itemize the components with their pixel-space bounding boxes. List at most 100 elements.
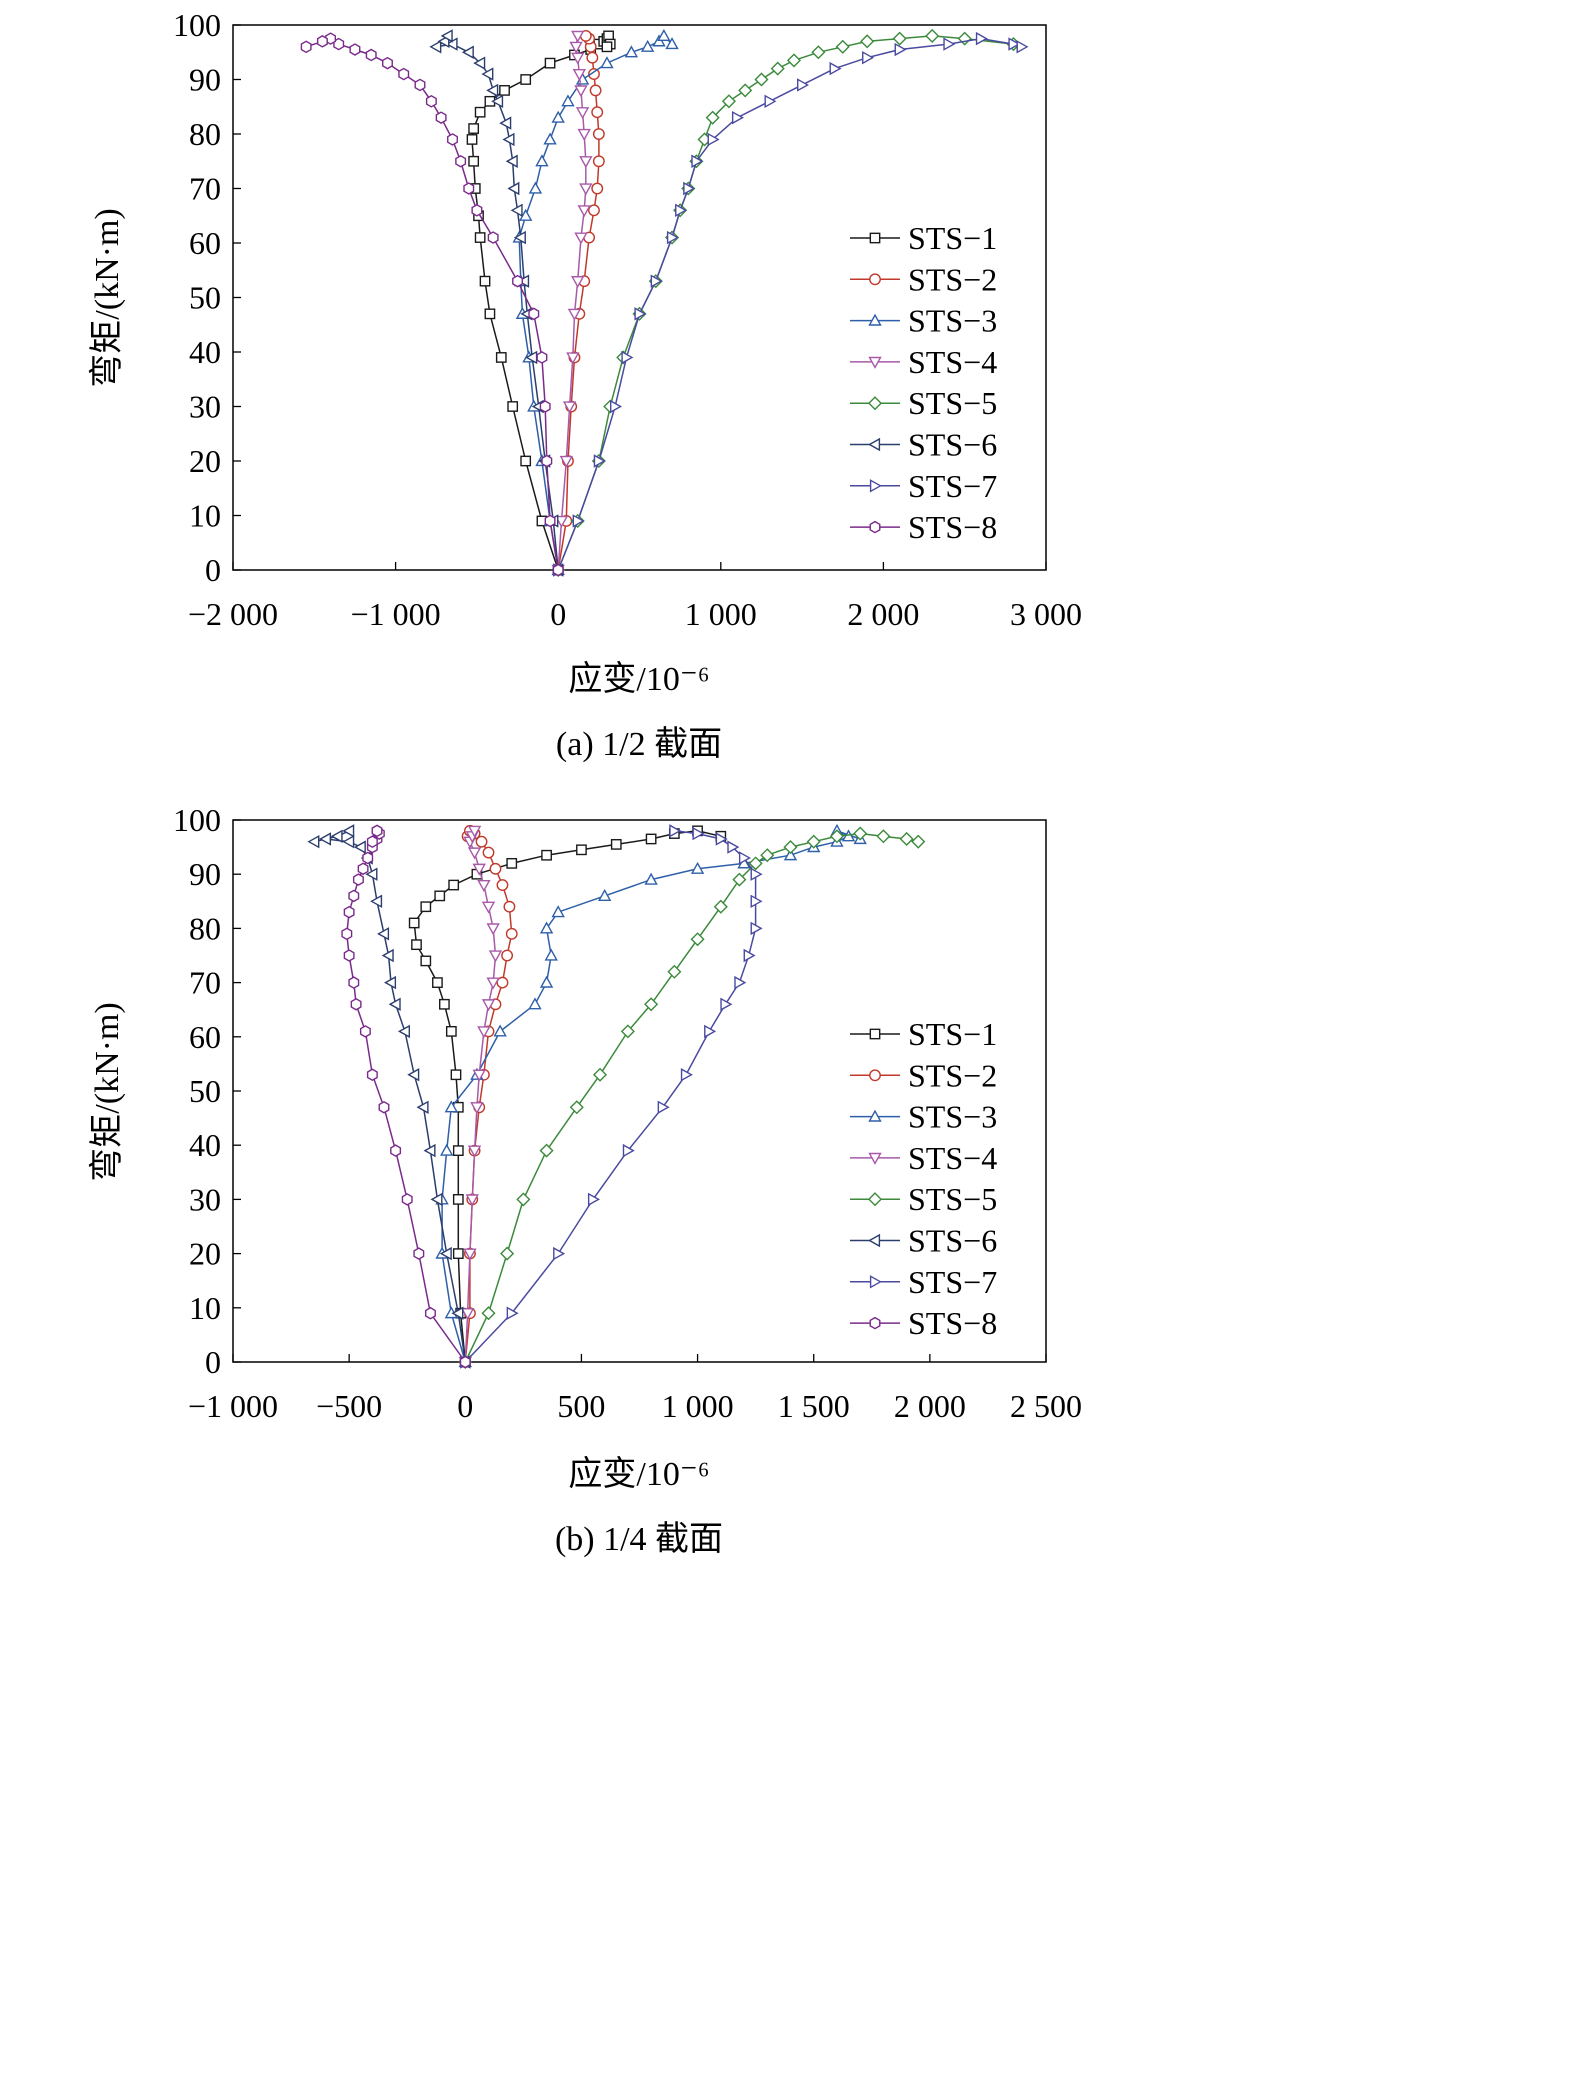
- data-point: [506, 857, 518, 869]
- data-point: [572, 514, 585, 528]
- x-tick-label: 2 000: [847, 596, 919, 632]
- y-tick-label: 50: [189, 280, 221, 316]
- data-point: [943, 37, 956, 51]
- data-point: [452, 1194, 464, 1205]
- x-tick-label: 0: [457, 1388, 473, 1424]
- legend-marker: [869, 1316, 881, 1330]
- data-point: [398, 67, 410, 81]
- series-sts-8: [341, 824, 471, 1369]
- data-point: [445, 1026, 457, 1037]
- data-point: [481, 67, 494, 81]
- data-point: [516, 1192, 531, 1207]
- data-point: [610, 839, 622, 850]
- legend-item: STS−8: [850, 509, 997, 545]
- data-point: [388, 997, 401, 1011]
- data-point: [507, 401, 519, 412]
- data-point: [715, 832, 728, 846]
- data-point: [566, 352, 580, 365]
- data-point: [450, 1069, 462, 1081]
- data-point: [348, 976, 360, 989]
- data-point: [750, 867, 763, 881]
- legend-label: STS−8: [908, 509, 997, 545]
- legend-label: STS−4: [908, 1140, 997, 1176]
- data-point: [460, 1308, 475, 1321]
- data-point: [713, 899, 728, 914]
- legend-marker: [868, 356, 882, 369]
- data-point: [576, 844, 587, 856]
- x-axis: −2 000 −1 000 0 1 000 2 000 3 000: [188, 562, 1082, 632]
- x-tick-label: 500: [557, 1388, 605, 1424]
- data-point: [577, 205, 591, 218]
- data-point: [488, 950, 503, 963]
- data-point: [491, 94, 504, 108]
- data-point: [420, 955, 432, 967]
- data-point: [343, 949, 355, 962]
- y-axis-label: 弯矩/(kN·m): [88, 1002, 126, 1181]
- data-point: [500, 1246, 515, 1261]
- legend-item: STS−5: [850, 1181, 997, 1217]
- legend-item: STS−4: [850, 344, 997, 380]
- data-point: [467, 847, 482, 860]
- data-point: [721, 94, 736, 109]
- data-point: [507, 181, 520, 196]
- data-point: [574, 232, 588, 245]
- series-sts-5: [458, 826, 926, 1370]
- legend-marker: [869, 1069, 881, 1082]
- data-point: [518, 208, 533, 221]
- data-point: [732, 872, 747, 887]
- legend-label: STS−5: [908, 385, 997, 421]
- data-point: [704, 1024, 717, 1039]
- data-point: [727, 840, 740, 854]
- data-point: [528, 997, 542, 1010]
- data-point: [562, 401, 577, 414]
- data-point: [571, 30, 585, 43]
- legend-marker: [868, 313, 882, 326]
- data-point: [579, 183, 593, 196]
- data-point: [644, 872, 658, 885]
- data-point: [551, 110, 565, 123]
- data-point: [362, 851, 374, 865]
- data-point: [451, 1306, 464, 1320]
- y-tick-label: 60: [189, 225, 221, 261]
- data-point: [496, 879, 509, 891]
- data-point: [591, 182, 604, 195]
- data-point: [420, 901, 432, 913]
- data-point: [862, 51, 875, 65]
- series-sts-8: [300, 32, 564, 577]
- data-point: [440, 1143, 454, 1156]
- y-axis: 0 10 20 30 40 50 60 70 80 90 100: [173, 802, 241, 1380]
- data-point: [597, 888, 612, 901]
- data-point: [731, 110, 745, 125]
- data-point: [690, 932, 705, 947]
- data-point: [528, 307, 540, 321]
- y-tick-label: 80: [189, 910, 221, 946]
- data-point: [452, 1145, 464, 1156]
- data-point: [553, 1246, 566, 1261]
- x-tick-label: 2 000: [894, 1388, 966, 1424]
- data-point: [587, 1192, 600, 1207]
- data-point: [424, 1306, 436, 1320]
- data-point: [600, 56, 614, 69]
- legend-label: STS−8: [908, 1305, 997, 1341]
- data-point: [571, 52, 585, 65]
- data-point: [366, 1068, 378, 1082]
- x-tick-label: 1 500: [778, 1388, 850, 1424]
- y-tick-label: 70: [189, 965, 221, 1001]
- data-point: [975, 31, 988, 46]
- data-point: [561, 94, 575, 107]
- data-point: [377, 927, 390, 941]
- legend-item: STS−2: [850, 261, 997, 297]
- series-line: [346, 829, 466, 1363]
- data-point: [610, 399, 623, 414]
- data-point: [592, 1067, 608, 1082]
- data-point: [520, 455, 532, 467]
- data-point: [481, 901, 496, 914]
- data-point: [876, 829, 891, 844]
- data-point: [342, 834, 355, 849]
- data-point: [414, 78, 426, 92]
- data-point: [349, 43, 361, 56]
- y-tick-label: 40: [189, 334, 221, 370]
- data-point: [588, 204, 600, 217]
- data-point: [640, 39, 655, 52]
- data-point: [447, 133, 458, 146]
